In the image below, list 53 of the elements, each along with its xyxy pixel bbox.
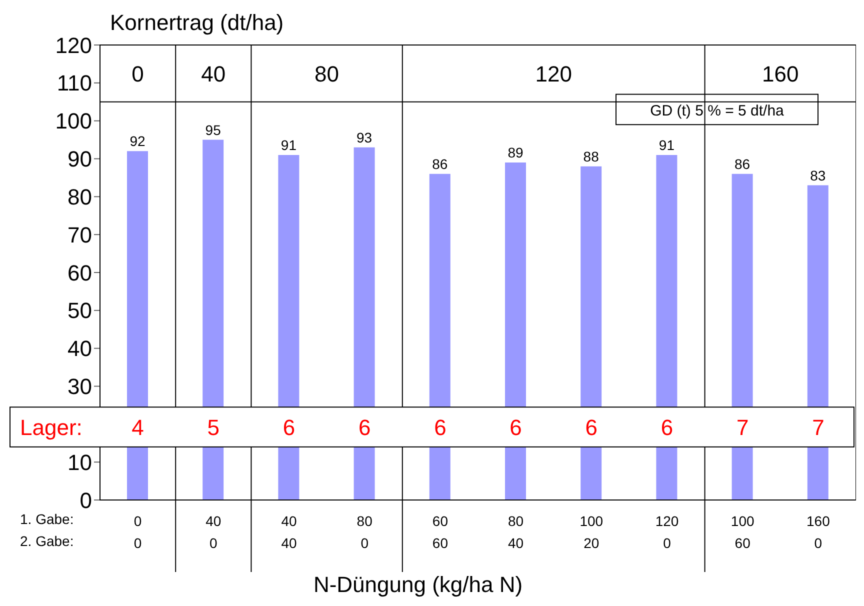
data-label: 95 — [205, 122, 222, 138]
annotation: 5 — [207, 415, 220, 440]
y-tick-label: 100 — [55, 108, 92, 134]
y-tick-label: 50 — [68, 298, 92, 324]
data-label: 93 — [356, 129, 372, 146]
annotation: 6 — [434, 415, 446, 440]
annotation: 6 — [660, 415, 674, 440]
y-tick-label: 70 — [68, 222, 92, 248]
y-tick-label: 120 — [55, 32, 92, 58]
annotation: 120 — [535, 61, 572, 86]
annotation: 7 — [812, 415, 824, 440]
annotation: 7 — [736, 415, 749, 440]
x-axis-title: N-Düngung (kg/ha N) — [313, 572, 523, 597]
y-tick-label: 40 — [68, 336, 92, 362]
x-tick-label: 160 0 — [806, 513, 830, 551]
y-tick-label: 30 — [68, 374, 92, 400]
x-tick-label: 80 40 — [508, 513, 524, 551]
y-tick-label: 90 — [68, 146, 92, 172]
y-tick-label: 80 — [68, 184, 92, 210]
x-tick-label: 120 0 — [655, 513, 679, 551]
x-tick-label: 40 40 — [281, 513, 297, 551]
data-label: 91 — [658, 136, 675, 153]
annotation: GD (t) 5 % = 5 dt/ha — [650, 102, 785, 120]
data-label: 92 — [130, 133, 146, 150]
annotation: 160 — [762, 61, 799, 86]
annotation: 80 — [314, 61, 340, 86]
text: 2. Gabe: — [20, 533, 74, 549]
y-tick-label: 60 — [68, 260, 92, 286]
annotation: 4 — [132, 415, 144, 440]
x-tick-label: 100 20 — [580, 513, 604, 551]
annotation: 40 — [201, 61, 226, 86]
data-label: 91 — [280, 136, 297, 153]
y-axis-title: Kornertrag (dt/ha) — [110, 10, 284, 35]
x-tick-label: 40 0 — [206, 513, 222, 551]
data-label: 89 — [508, 144, 524, 161]
x-tick-label: 80 0 — [356, 513, 373, 551]
y-tick-label: 10 — [68, 450, 92, 475]
data-label: 83 — [810, 167, 826, 184]
y-tick-label: 0 — [80, 488, 92, 513]
x-tick-label: 100 60 — [730, 513, 754, 551]
x-tick-label: 60 60 — [432, 513, 448, 551]
annotation: 6 — [358, 415, 371, 440]
x-tick-label: 0 0 — [134, 513, 142, 551]
data-label: 86 — [432, 156, 448, 172]
data-label: 88 — [583, 148, 600, 164]
annotation: 6 — [510, 415, 522, 440]
annotation: 0 — [132, 61, 144, 86]
text: 1. Gabe: — [20, 511, 74, 527]
annotation: 6 — [282, 415, 296, 440]
text: Lager: — [20, 415, 82, 440]
annotation: 6 — [585, 415, 598, 440]
data-label: 86 — [734, 156, 750, 172]
y-tick-label: 110 — [56, 70, 92, 96]
